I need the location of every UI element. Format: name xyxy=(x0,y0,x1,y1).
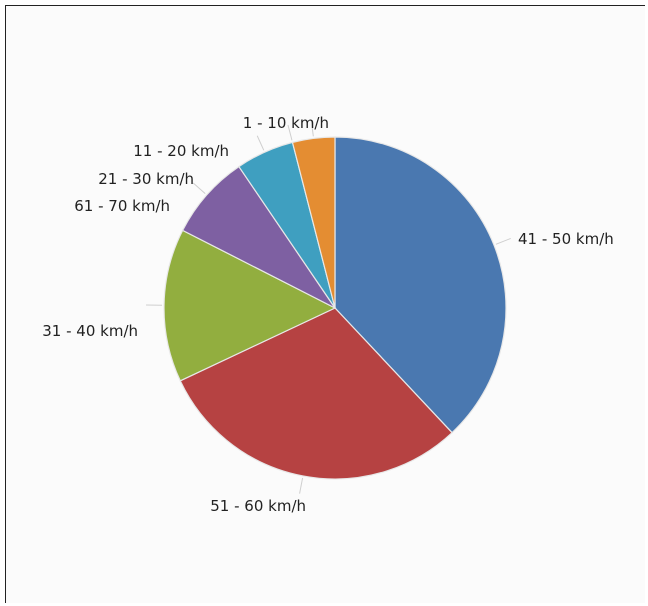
slice-label-61-70-kmh: 61 - 70 km/h xyxy=(74,197,170,215)
leader-line-11-20-kmh xyxy=(287,124,293,141)
pie-slice-41-50-kmh xyxy=(334,136,507,434)
slice-label-41-50-kmh: 41 - 50 km/h xyxy=(518,230,614,248)
pie-slice-51-60-kmh xyxy=(179,307,453,480)
pie-leader-lines xyxy=(146,120,511,494)
slice-label-21-30-kmh: 21 - 30 km/h xyxy=(98,170,194,188)
pie-slice-31-40-kmh xyxy=(163,229,337,382)
slice-label-51-60-kmh: 51 - 60 km/h xyxy=(210,497,306,515)
slice-label-1-10-kmh: 1 - 10 km/h xyxy=(243,114,329,132)
pie-slices xyxy=(163,136,507,480)
leader-line-51-60-kmh xyxy=(299,477,304,494)
pie-slice-1-10-kmh xyxy=(291,136,336,309)
slice-label-31-40-kmh: 31 - 40 km/h xyxy=(42,322,138,340)
leader-line-41-50-kmh xyxy=(495,237,511,245)
pie-chart: 41 - 50 km/h 51 - 60 km/h 31 - 40 km/h 61 -… xyxy=(42,114,614,515)
slice-label-11-20-kmh: 11 - 20 km/h xyxy=(133,142,229,160)
leader-line-21-30-kmh xyxy=(256,135,265,151)
chart-frame: 41 - 50 km/h 51 - 60 km/h 31 - 40 km/h 61 -… xyxy=(5,5,645,603)
leader-line-1-10-kmh xyxy=(310,120,314,137)
pie-labels: 41 - 50 km/h 51 - 60 km/h 31 - 40 km/h 61 -… xyxy=(42,114,614,515)
leader-line-61-70-kmh xyxy=(192,182,206,194)
